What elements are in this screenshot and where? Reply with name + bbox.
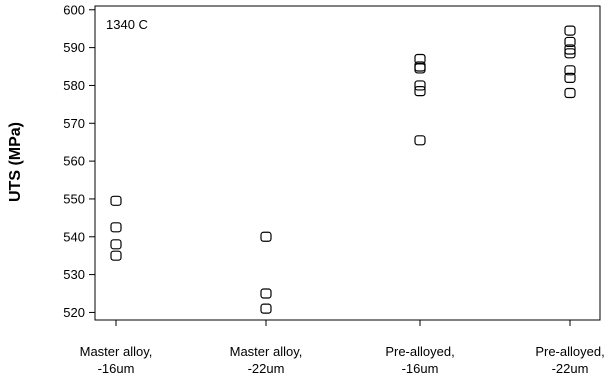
data-point [414, 80, 426, 91]
x-axis: Master alloy, -16um Master alloy, -22um Pre-… [80, 320, 605, 376]
x-category-label: -22um [248, 361, 285, 376]
y-tick-label: 600 [63, 2, 85, 17]
data-point [110, 239, 122, 250]
data-point [564, 48, 576, 59]
data-point [564, 36, 576, 48]
y-tick-label: 570 [63, 116, 85, 131]
data-point [564, 72, 576, 83]
x-category-label: Pre-alloyed, [535, 344, 604, 359]
x-category-label: -16um [98, 361, 135, 376]
chart-annotation: 1340 C [106, 17, 148, 32]
data-point [110, 222, 122, 233]
data-point [414, 135, 426, 146]
y-tick-label: 580 [63, 78, 85, 93]
data-point [260, 288, 272, 299]
plot-frame [94, 5, 601, 321]
data-point [260, 231, 272, 242]
y-axis-title: UTS (MPa) [7, 122, 24, 202]
x-category-label: -22um [552, 361, 589, 376]
y-tick-label: 520 [63, 305, 85, 320]
data-point [564, 65, 576, 76]
x-category-label: Master alloy, [230, 344, 303, 359]
y-tick-label: 540 [63, 229, 85, 244]
data-point [414, 86, 426, 97]
y-tick-label: 530 [63, 267, 85, 282]
data-point [260, 303, 272, 314]
data-point [110, 250, 122, 261]
data-point [564, 87, 576, 99]
y-tick-label: 590 [63, 40, 85, 55]
data-points [110, 25, 576, 314]
x-category-label: Pre-alloyed, [385, 344, 454, 359]
y-tick-label: 550 [63, 191, 85, 206]
x-category-label: Master alloy, [80, 344, 153, 359]
data-point [414, 63, 426, 74]
y-tick-label: 560 [63, 154, 85, 169]
x-category-label: -16um [402, 361, 439, 376]
data-point [564, 25, 576, 36]
plot-area [94, 5, 601, 321]
y-axis: 520 530 540 550 560 570 580 590 600 [63, 2, 95, 320]
data-point [110, 195, 122, 206]
